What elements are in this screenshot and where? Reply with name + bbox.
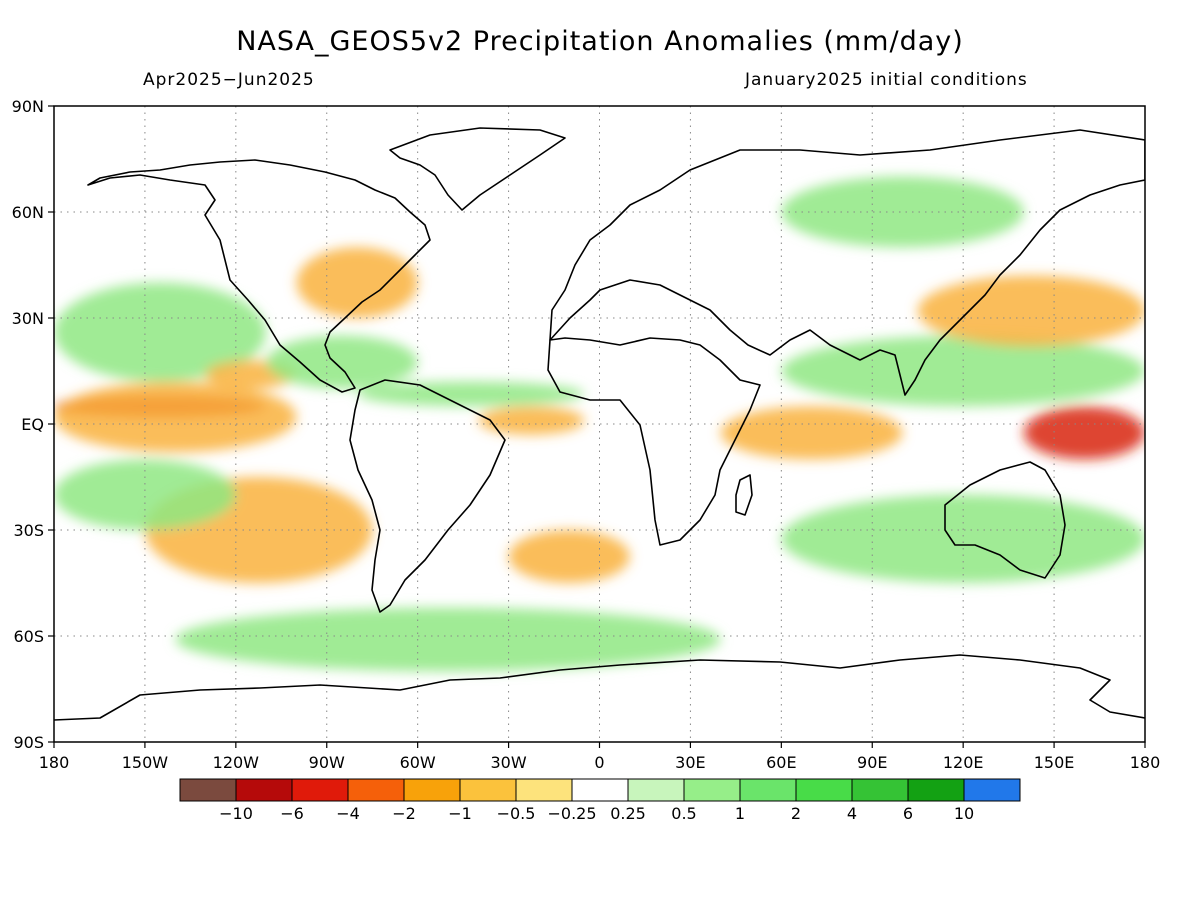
lon-tick-label: 150W (122, 753, 169, 772)
colorbar-swatch (683, 778, 741, 802)
initial-conditions-label: January2025 initial conditions (745, 70, 1028, 90)
anomaly-region-positive (781, 494, 1145, 583)
anomaly-region-negative (917, 275, 1145, 347)
anomaly-region-positive (781, 335, 1145, 407)
colorbar-label: −0.5 (497, 804, 536, 823)
colorbar-swatch (235, 778, 293, 802)
lat-tick-label: EQ (21, 415, 44, 434)
colorbar-swatch (795, 778, 853, 802)
colorbar-swatch (851, 778, 909, 802)
coastlines (54, 127, 1145, 721)
antarctica-coast (54, 654, 1145, 721)
colorbar-label: 1 (735, 804, 745, 823)
lat-tick-label: 90N (12, 97, 44, 116)
colorbar-label: −4 (336, 804, 360, 823)
madagascar-coast (735, 474, 753, 516)
anomaly-region-negative (296, 247, 418, 318)
lon-tick-label: 120E (943, 753, 984, 772)
lon-tick-label: 60W (400, 753, 436, 772)
colorbar-swatch (571, 778, 629, 802)
lat-tick-label: 90S (13, 733, 44, 752)
colorbar: −10 −6 −4 −2 −1 −0.5 −0.25 0.25 0.5 1 2 4 6 10 (179, 778, 1021, 823)
anomaly-region-positive (54, 459, 236, 530)
lat-tick-label: 60S (13, 627, 44, 646)
lon-tick-label: 90W (309, 753, 345, 772)
colorbar-swatch (515, 778, 573, 802)
anomaly-region-negative (720, 406, 903, 460)
colorbar-label: 0.5 (671, 804, 696, 823)
anomaly-region-strong-negative (1023, 406, 1145, 460)
colorbar-swatch (291, 778, 349, 802)
colorbar-swatch (403, 778, 461, 802)
colorbar-label: 10 (954, 804, 974, 823)
colorbar-label: 6 (903, 804, 913, 823)
lon-tick-label: 30E (675, 753, 705, 772)
africa-south-coast (547, 337, 761, 546)
anomaly-region-positive (781, 176, 1024, 248)
australia-coast (944, 461, 1066, 579)
colorbar-swatch (459, 778, 517, 802)
anomaly-region-positive (54, 282, 267, 382)
north-america-coast (87, 159, 431, 393)
africa-eurasia-coast (549, 129, 1145, 396)
colorbar-label: 4 (847, 804, 857, 823)
colorbar-label: 2 (791, 804, 801, 823)
forecast-period: Apr2025−Jun2025 (143, 70, 315, 90)
colorbar-label: 0.25 (610, 804, 646, 823)
colorbar-swatch (347, 778, 405, 802)
lon-tick-label: 60E (766, 753, 796, 772)
lat-tick-label: 30N (12, 309, 44, 328)
lon-tick-label: 150E (1034, 753, 1075, 772)
colorbar-swatch (627, 778, 685, 802)
colorbar-swatch (179, 778, 237, 802)
south-america-coast (349, 379, 506, 613)
anomaly-region-positive (266, 335, 418, 389)
colorbar-label: −10 (219, 804, 253, 823)
colorbar-swatch (739, 778, 797, 802)
colorbar-swatch (907, 778, 965, 802)
anomaly-region-negative (54, 381, 297, 453)
lon-tick-label: 90E (857, 753, 887, 772)
figure-title: NASA_GEOS5v2 Precipitation Anomalies (mm… (236, 26, 964, 57)
colorbar-label: −2 (392, 804, 416, 823)
lat-tick-label: 30S (13, 521, 44, 540)
anomaly-region-negative (508, 530, 630, 583)
colorbar-label: −1 (448, 804, 472, 823)
lon-tick-label: 0 (594, 753, 604, 772)
lon-tick-label: 30W (490, 753, 526, 772)
anomaly-region-negative (478, 406, 585, 435)
lat-tick-label: 60N (12, 203, 44, 222)
anomaly-region-positive (175, 607, 721, 672)
lon-tick-label: 180 (1130, 753, 1161, 772)
lon-tick-label: 180 (39, 753, 70, 772)
colorbar-label: −6 (280, 804, 304, 823)
greenland-coast (389, 127, 566, 211)
colorbar-swatch (963, 778, 1021, 802)
colorbar-label: −0.25 (547, 804, 596, 823)
anomaly-region-positive (357, 381, 585, 407)
lon-tick-label: 120W (213, 753, 260, 772)
